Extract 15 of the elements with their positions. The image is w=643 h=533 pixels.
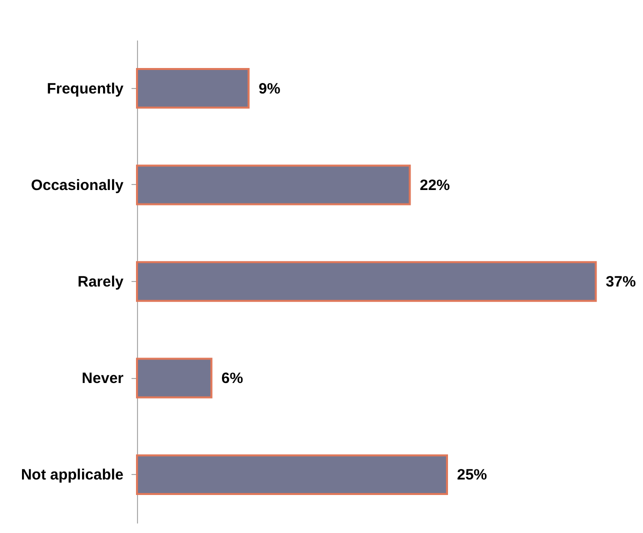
data-label: 37%	[606, 274, 636, 290]
data-label: 25%	[457, 466, 488, 484]
bar	[136, 68, 250, 109]
bar	[136, 454, 448, 496]
data-label: 6%	[221, 370, 244, 388]
y-tick-label: Rarely	[78, 274, 124, 290]
y-tick-label: Frequently	[46, 80, 124, 98]
bar	[136, 164, 411, 206]
y-tick-label: Not applicable	[20, 466, 124, 484]
y-tick-label: Never	[82, 370, 124, 388]
bar	[136, 358, 212, 398]
data-label: 22%	[420, 176, 450, 194]
bar	[136, 261, 597, 302]
y-tick-label: Occasionally	[30, 176, 124, 194]
data-label: 9%	[258, 80, 280, 98]
